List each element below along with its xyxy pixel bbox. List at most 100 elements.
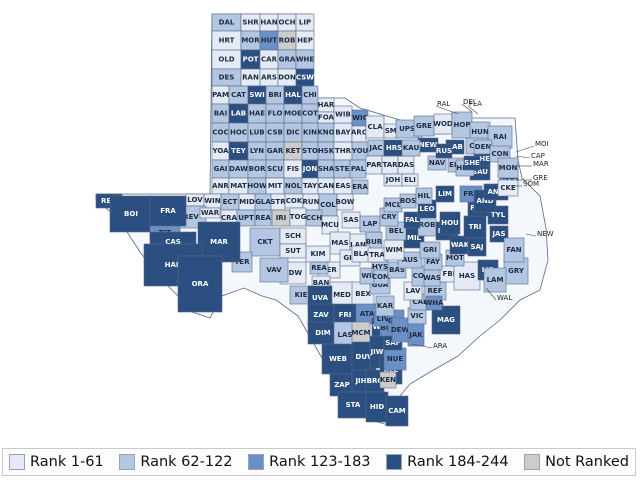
county-gra[interactable]: [277, 49, 297, 70]
county-csw[interactable]: [295, 68, 315, 87]
county-web[interactable]: [321, 343, 355, 375]
county-mat[interactable]: [228, 177, 249, 195]
county-wic[interactable]: [351, 109, 369, 127]
county-pal[interactable]: [349, 159, 367, 179]
county-des[interactable]: [211, 68, 242, 87]
county-daw[interactable]: [228, 159, 249, 179]
county-coc[interactable]: [211, 122, 230, 143]
county-thr[interactable]: [333, 141, 353, 161]
county-kar[interactable]: [375, 295, 395, 317]
county-bay[interactable]: [333, 122, 353, 143]
county-cke[interactable]: [497, 179, 519, 197]
county-iri[interactable]: [271, 209, 291, 227]
county-bla[interactable]: [351, 245, 371, 263]
county-gar[interactable]: [265, 141, 285, 161]
county-nol[interactable]: [283, 177, 303, 195]
county-hae[interactable]: [247, 103, 267, 124]
county-ket[interactable]: [283, 141, 303, 161]
county-fan[interactable]: [503, 237, 525, 263]
county-lap[interactable]: [359, 215, 381, 233]
county-gri[interactable]: [419, 241, 441, 259]
county-mor[interactable]: [240, 30, 261, 51]
county-ste[interactable]: [333, 159, 351, 179]
county-new[interactable]: [417, 137, 439, 153]
county-car[interactable]: [259, 49, 279, 70]
county-saj[interactable]: [467, 237, 487, 257]
county-med[interactable]: [329, 281, 355, 309]
county-scu[interactable]: [265, 159, 285, 179]
county-jak[interactable]: [407, 323, 425, 347]
county-kau[interactable]: [401, 139, 421, 157]
county-str[interactable]: [270, 193, 286, 211]
county-anr[interactable]: [211, 177, 230, 195]
county-she[interactable]: [463, 155, 481, 171]
county-you[interactable]: [351, 141, 369, 161]
county-chi[interactable]: [301, 85, 319, 105]
county-hal[interactable]: [283, 85, 303, 105]
county-vic[interactable]: [407, 307, 427, 325]
county-ars[interactable]: [259, 68, 279, 87]
county-gre[interactable]: [413, 115, 435, 137]
county-hut[interactable]: [259, 30, 279, 51]
county-moe[interactable]: [283, 103, 303, 124]
county-has[interactable]: [453, 261, 481, 291]
county-foa[interactable]: [317, 111, 335, 124]
county-eas[interactable]: [333, 177, 353, 195]
county-gla[interactable]: [254, 193, 272, 211]
county-com[interactable]: [373, 269, 389, 285]
county-sut[interactable]: [279, 243, 307, 259]
county-pot[interactable]: [240, 49, 261, 70]
county-csb[interactable]: [265, 122, 285, 143]
county-ect[interactable]: [220, 193, 240, 211]
county-joh[interactable]: [383, 173, 403, 187]
county-rob[interactable]: [277, 30, 297, 51]
county-mcl[interactable]: [383, 197, 403, 213]
county-och[interactable]: [277, 13, 297, 32]
county-fra[interactable]: [149, 195, 187, 227]
county-sha[interactable]: [317, 159, 335, 179]
county-nue[interactable]: [383, 347, 407, 371]
county-har[interactable]: [317, 97, 335, 113]
county-kim[interactable]: [305, 245, 331, 263]
county-bos[interactable]: [399, 193, 417, 209]
county-lub[interactable]: [247, 122, 267, 143]
county-shr[interactable]: [240, 13, 261, 32]
county-ken[interactable]: [379, 371, 397, 389]
county-sta[interactable]: [337, 391, 369, 419]
county-rea[interactable]: [254, 209, 272, 227]
county-mon[interactable]: [497, 157, 519, 179]
county-ora[interactable]: [177, 255, 223, 313]
county-pam[interactable]: [211, 85, 230, 105]
county-rea2[interactable]: [309, 261, 329, 275]
county-lyn[interactable]: [247, 141, 267, 161]
county-das[interactable]: [397, 155, 415, 175]
county-tri[interactable]: [463, 215, 487, 239]
county-vav[interactable]: [259, 257, 289, 283]
county-cat[interactable]: [228, 85, 249, 105]
county-rus[interactable]: [435, 143, 453, 159]
county-han[interactable]: [259, 13, 279, 32]
county-hep[interactable]: [295, 30, 315, 51]
county-lab[interactable]: [228, 103, 249, 124]
county-wha[interactable]: [425, 295, 443, 311]
county-how[interactable]: [247, 177, 267, 195]
county-was[interactable]: [423, 269, 441, 287]
county-tar[interactable]: [381, 155, 399, 175]
county-dim[interactable]: [307, 321, 339, 345]
county-wak[interactable]: [449, 235, 471, 255]
county-dic[interactable]: [283, 122, 303, 143]
county-bor[interactable]: [247, 159, 267, 179]
county-ran[interactable]: [240, 68, 261, 87]
county-kno[interactable]: [317, 122, 335, 143]
county-mag[interactable]: [431, 305, 461, 335]
county-jac[interactable]: [367, 139, 385, 157]
county-old[interactable]: [211, 49, 242, 70]
county-bri[interactable]: [265, 85, 285, 105]
county-sch[interactable]: [279, 227, 307, 245]
county-whe[interactable]: [295, 49, 315, 70]
county-cla[interactable]: [365, 115, 385, 139]
county-cch[interactable]: [305, 209, 323, 227]
county-mit[interactable]: [265, 177, 285, 195]
county-jas[interactable]: [489, 225, 509, 243]
county-wim[interactable]: [383, 239, 405, 261]
